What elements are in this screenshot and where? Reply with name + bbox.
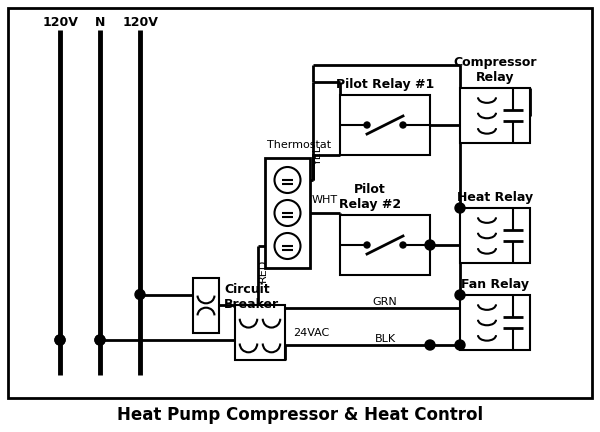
Circle shape <box>400 242 406 248</box>
Circle shape <box>55 335 65 345</box>
Text: Fan Relay: Fan Relay <box>461 278 529 291</box>
Text: WHT: WHT <box>312 195 338 205</box>
Text: 120V: 120V <box>42 16 78 29</box>
Text: 120V: 120V <box>122 16 158 29</box>
Circle shape <box>364 242 370 248</box>
Circle shape <box>425 340 435 350</box>
Text: Pilot
Relay #2: Pilot Relay #2 <box>339 183 401 211</box>
Text: Thermostat: Thermostat <box>267 140 331 150</box>
Circle shape <box>455 290 465 300</box>
Bar <box>460 295 530 350</box>
Text: GRN: GRN <box>373 297 397 307</box>
Text: Heat Relay: Heat Relay <box>457 191 533 204</box>
Circle shape <box>400 122 406 128</box>
Bar <box>235 305 285 360</box>
Circle shape <box>275 167 301 193</box>
Text: YEL: YEL <box>313 145 323 165</box>
Bar <box>460 88 530 143</box>
Text: RED: RED <box>258 258 268 282</box>
Circle shape <box>275 233 301 259</box>
Text: 24VAC: 24VAC <box>293 327 329 337</box>
Circle shape <box>55 335 65 345</box>
Text: Compressor
Relay: Compressor Relay <box>453 56 537 84</box>
Circle shape <box>135 289 145 299</box>
Bar <box>340 95 430 155</box>
Circle shape <box>364 122 370 128</box>
Text: Pilot Relay #1: Pilot Relay #1 <box>336 78 434 91</box>
Circle shape <box>425 240 435 250</box>
Bar <box>340 215 430 275</box>
Text: Heat Pump Compressor & Heat Control: Heat Pump Compressor & Heat Control <box>117 406 483 424</box>
Text: Circuit
Breaker: Circuit Breaker <box>224 283 279 311</box>
Text: N: N <box>95 16 105 29</box>
Text: BLK: BLK <box>374 334 395 344</box>
Circle shape <box>95 335 105 345</box>
Circle shape <box>275 200 301 226</box>
Circle shape <box>455 203 465 213</box>
Circle shape <box>95 335 105 345</box>
Bar <box>265 158 310 268</box>
Circle shape <box>455 340 465 350</box>
Bar <box>460 208 530 263</box>
Bar <box>193 278 219 333</box>
